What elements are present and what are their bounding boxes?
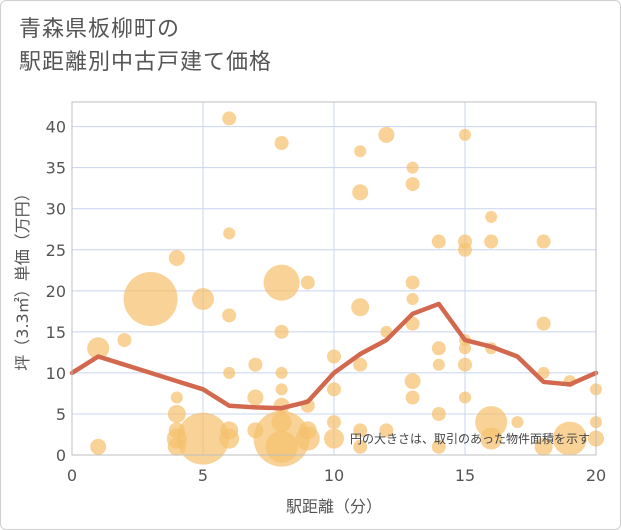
data-bubble [353, 423, 368, 438]
x-tick-label: 20 [586, 466, 606, 485]
chart-title: 青森県板柳町の 駅距離別中古戸建て価格 [19, 13, 272, 79]
y-tick-label: 15 [46, 323, 66, 342]
y-tick-label: 20 [46, 282, 66, 301]
data-bubble [170, 391, 183, 404]
data-bubble [405, 275, 420, 290]
size-legend-note: 円の大きさは、取引のあった物件面積を示す [350, 431, 590, 446]
y-tick-label: 5 [56, 405, 66, 424]
y-tick-label: 30 [46, 200, 66, 219]
data-bubble [275, 366, 288, 379]
data-bubble [404, 373, 421, 390]
data-bubble [90, 438, 107, 455]
data-bubble [327, 349, 341, 364]
y-tick-label: 35 [46, 159, 66, 178]
average-line-layer [69, 301, 599, 411]
data-bubble [222, 111, 237, 126]
data-bubble [167, 404, 186, 423]
data-bubble [552, 421, 587, 456]
data-bubble [480, 427, 503, 450]
data-bubble [534, 437, 553, 456]
data-bubble [405, 177, 420, 192]
chart-title-line2: 駅距離別中古戸建て価格 [19, 50, 273, 75]
data-bubble [459, 342, 471, 355]
data-bubble [223, 227, 236, 240]
data-bubble [327, 415, 341, 430]
data-bubble [406, 161, 419, 174]
data-bubble [354, 145, 367, 158]
x-tick-labels: 0 5 10 15 20 [67, 466, 606, 485]
data-bubble [324, 428, 344, 449]
y-tick-label: 10 [46, 364, 66, 383]
data-bubble [536, 316, 551, 331]
data-bubble [353, 357, 368, 372]
data-bubble [168, 249, 185, 266]
data-bubble [406, 293, 419, 306]
data-bubble [295, 426, 320, 451]
data-bubble [327, 382, 341, 397]
data-bubble [123, 272, 178, 327]
data-bubble [484, 234, 499, 249]
y-tick-label: 0 [56, 446, 66, 465]
data-bubble [431, 234, 446, 249]
data-bubble [117, 333, 132, 348]
data-bubble [247, 389, 264, 406]
data-bubble [378, 126, 395, 143]
data-bubble [265, 430, 298, 463]
data-bubble [177, 412, 229, 465]
data-bubble [432, 358, 445, 371]
x-tick-label: 5 [198, 466, 208, 485]
data-bubble [222, 308, 237, 323]
data-bubble [274, 324, 289, 339]
grid-lines [72, 102, 596, 455]
data-bubble [431, 406, 446, 421]
data-bubble [459, 391, 471, 404]
data-bubble [431, 439, 446, 454]
data-bubble [536, 234, 551, 249]
data-bubble [192, 288, 214, 311]
plot-border [71, 101, 597, 456]
data-bubble [87, 337, 110, 360]
data-bubble [405, 390, 420, 405]
data-bubble [458, 357, 472, 372]
data-bubble [300, 275, 315, 290]
y-axis-label: 坪（3.3㎡）単価（万円） [13, 185, 32, 370]
data-bubble [351, 298, 370, 317]
y-tick-label: 25 [46, 241, 66, 260]
data-bubble [511, 416, 524, 429]
y-tick-label: 40 [46, 118, 66, 137]
x-tick-label: 0 [67, 466, 77, 485]
chart-title-line1: 青森県板柳町の [19, 17, 181, 42]
data-bubble [248, 357, 263, 372]
average-price-line [69, 301, 599, 411]
data-bubble [431, 341, 446, 356]
data-bubble [475, 406, 508, 439]
x-axis-label: 駅距離（分） [286, 497, 382, 516]
data-bubble [274, 136, 289, 151]
data-bubble [275, 383, 288, 396]
y-tick-labels: 0 5 10 15 20 25 30 35 40 [46, 118, 66, 465]
data-bubble [223, 366, 236, 379]
data-bubble [458, 242, 472, 257]
data-bubble [352, 184, 369, 201]
x-tick-label: 15 [455, 466, 475, 485]
data-bubble [219, 428, 240, 449]
data-bubble [263, 264, 300, 301]
data-bubble [353, 439, 368, 454]
data-bubble [459, 128, 471, 141]
data-bubble [485, 210, 498, 223]
x-tick-label: 10 [324, 466, 344, 485]
data-bubble [379, 423, 394, 438]
